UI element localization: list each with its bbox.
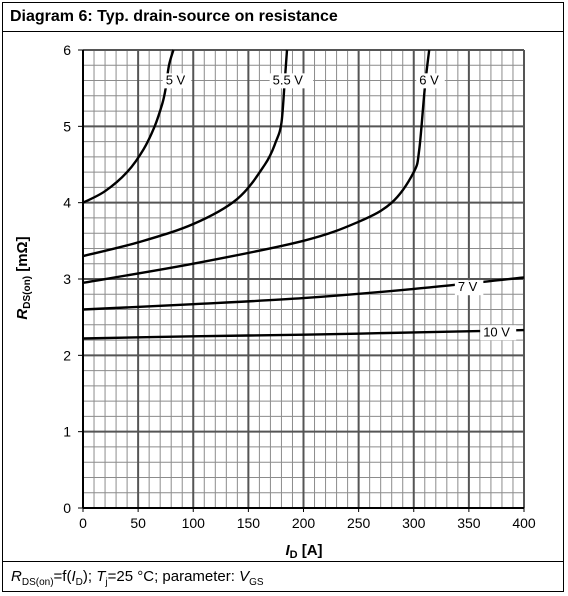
- curve-label-bg: [269, 73, 314, 89]
- x-tick-label: 300: [402, 515, 426, 531]
- curve-label-6-v: 6 V: [419, 72, 439, 87]
- curve-6-v: [82, 49, 431, 284]
- x-tick-label: 0: [79, 515, 87, 531]
- curve-10-v: [82, 328, 525, 340]
- curve-label-bg: [162, 73, 192, 89]
- y-axis-label: RDS(on) [mΩ]: [14, 236, 33, 319]
- footer-r: R: [11, 568, 22, 585]
- y-axis-label-main: R: [14, 309, 31, 320]
- footer-caption: RDS(on)=f(ID); Tj=25 °C; parameter: VGS: [11, 568, 264, 588]
- y-tick-label: 6: [63, 42, 71, 58]
- curve-7-v: [82, 276, 525, 311]
- curve-label-7-v: 7 V: [458, 279, 478, 294]
- footer-eq: =f(: [53, 568, 72, 585]
- footer-i: I: [71, 568, 76, 585]
- footer-v-sub: GS: [249, 577, 264, 588]
- footer-temp: =25 °C; parameter:: [107, 568, 240, 585]
- footer-t: T: [96, 568, 106, 585]
- x-tick-label: 50: [130, 515, 146, 531]
- curve-5-5-v: [82, 49, 289, 258]
- footer-r-sub: DS(on): [21, 577, 54, 588]
- footer-sep: );: [82, 568, 97, 585]
- x-tick-label: 250: [347, 515, 371, 531]
- y-tick-label: 0: [63, 500, 71, 516]
- footer-i-sub: D: [75, 577, 83, 588]
- title-bar: Diagram 6: Typ. drain-source on resistan…: [3, 3, 563, 32]
- curve-label-bg: [454, 280, 484, 296]
- curve-label-bg: [416, 73, 445, 89]
- y-tick-label: 4: [63, 195, 71, 211]
- diagram-frame: Diagram 6: Typ. drain-source on resistan…: [2, 2, 564, 592]
- x-tick-label: 400: [512, 515, 536, 531]
- diagram-title: Diagram 6: Typ. drain-source on resistan…: [10, 8, 338, 25]
- x-axis-label-main: I: [285, 542, 290, 559]
- curve-labels: 5 V 5.5 V 6 V 7 V 10 V: [162, 72, 517, 341]
- curve-label-5-5-v: 5.5 V: [273, 72, 304, 87]
- curve-label-10-v: 10 V: [483, 324, 510, 339]
- footer-v: V: [239, 568, 250, 585]
- curve-label-5-v: 5 V: [166, 72, 186, 87]
- x-tick-label: 200: [292, 515, 316, 531]
- y-tick-label: 1: [63, 424, 71, 440]
- y-axis-label-unit: [mΩ]: [14, 236, 31, 276]
- y-tick-label: 2: [63, 347, 71, 363]
- curves: [82, 49, 525, 340]
- footer-bar: RDS(on)=f(ID); Tj=25 °C; parameter: VGS: [3, 561, 563, 591]
- y-tick-label: 5: [63, 118, 71, 134]
- y-axis-label-sub: DS(on): [22, 276, 33, 309]
- x-axis-label-sub: D: [290, 549, 298, 561]
- curve-label-bg: [480, 325, 517, 341]
- tick-labels: 0 50 100 150 200 250 300 350 400 0 1 2 3 4 5 6: [63, 42, 536, 531]
- footer-t-sub: j: [105, 577, 108, 588]
- x-axis-label-unit: [A]: [298, 542, 323, 559]
- x-tick-label: 350: [457, 515, 481, 531]
- x-axis-label: ID [A]: [285, 542, 322, 561]
- x-tick-label: 150: [237, 515, 261, 531]
- y-tick-label: 3: [63, 271, 71, 287]
- x-tick-label: 100: [182, 515, 206, 531]
- curve-5-v: [82, 49, 175, 204]
